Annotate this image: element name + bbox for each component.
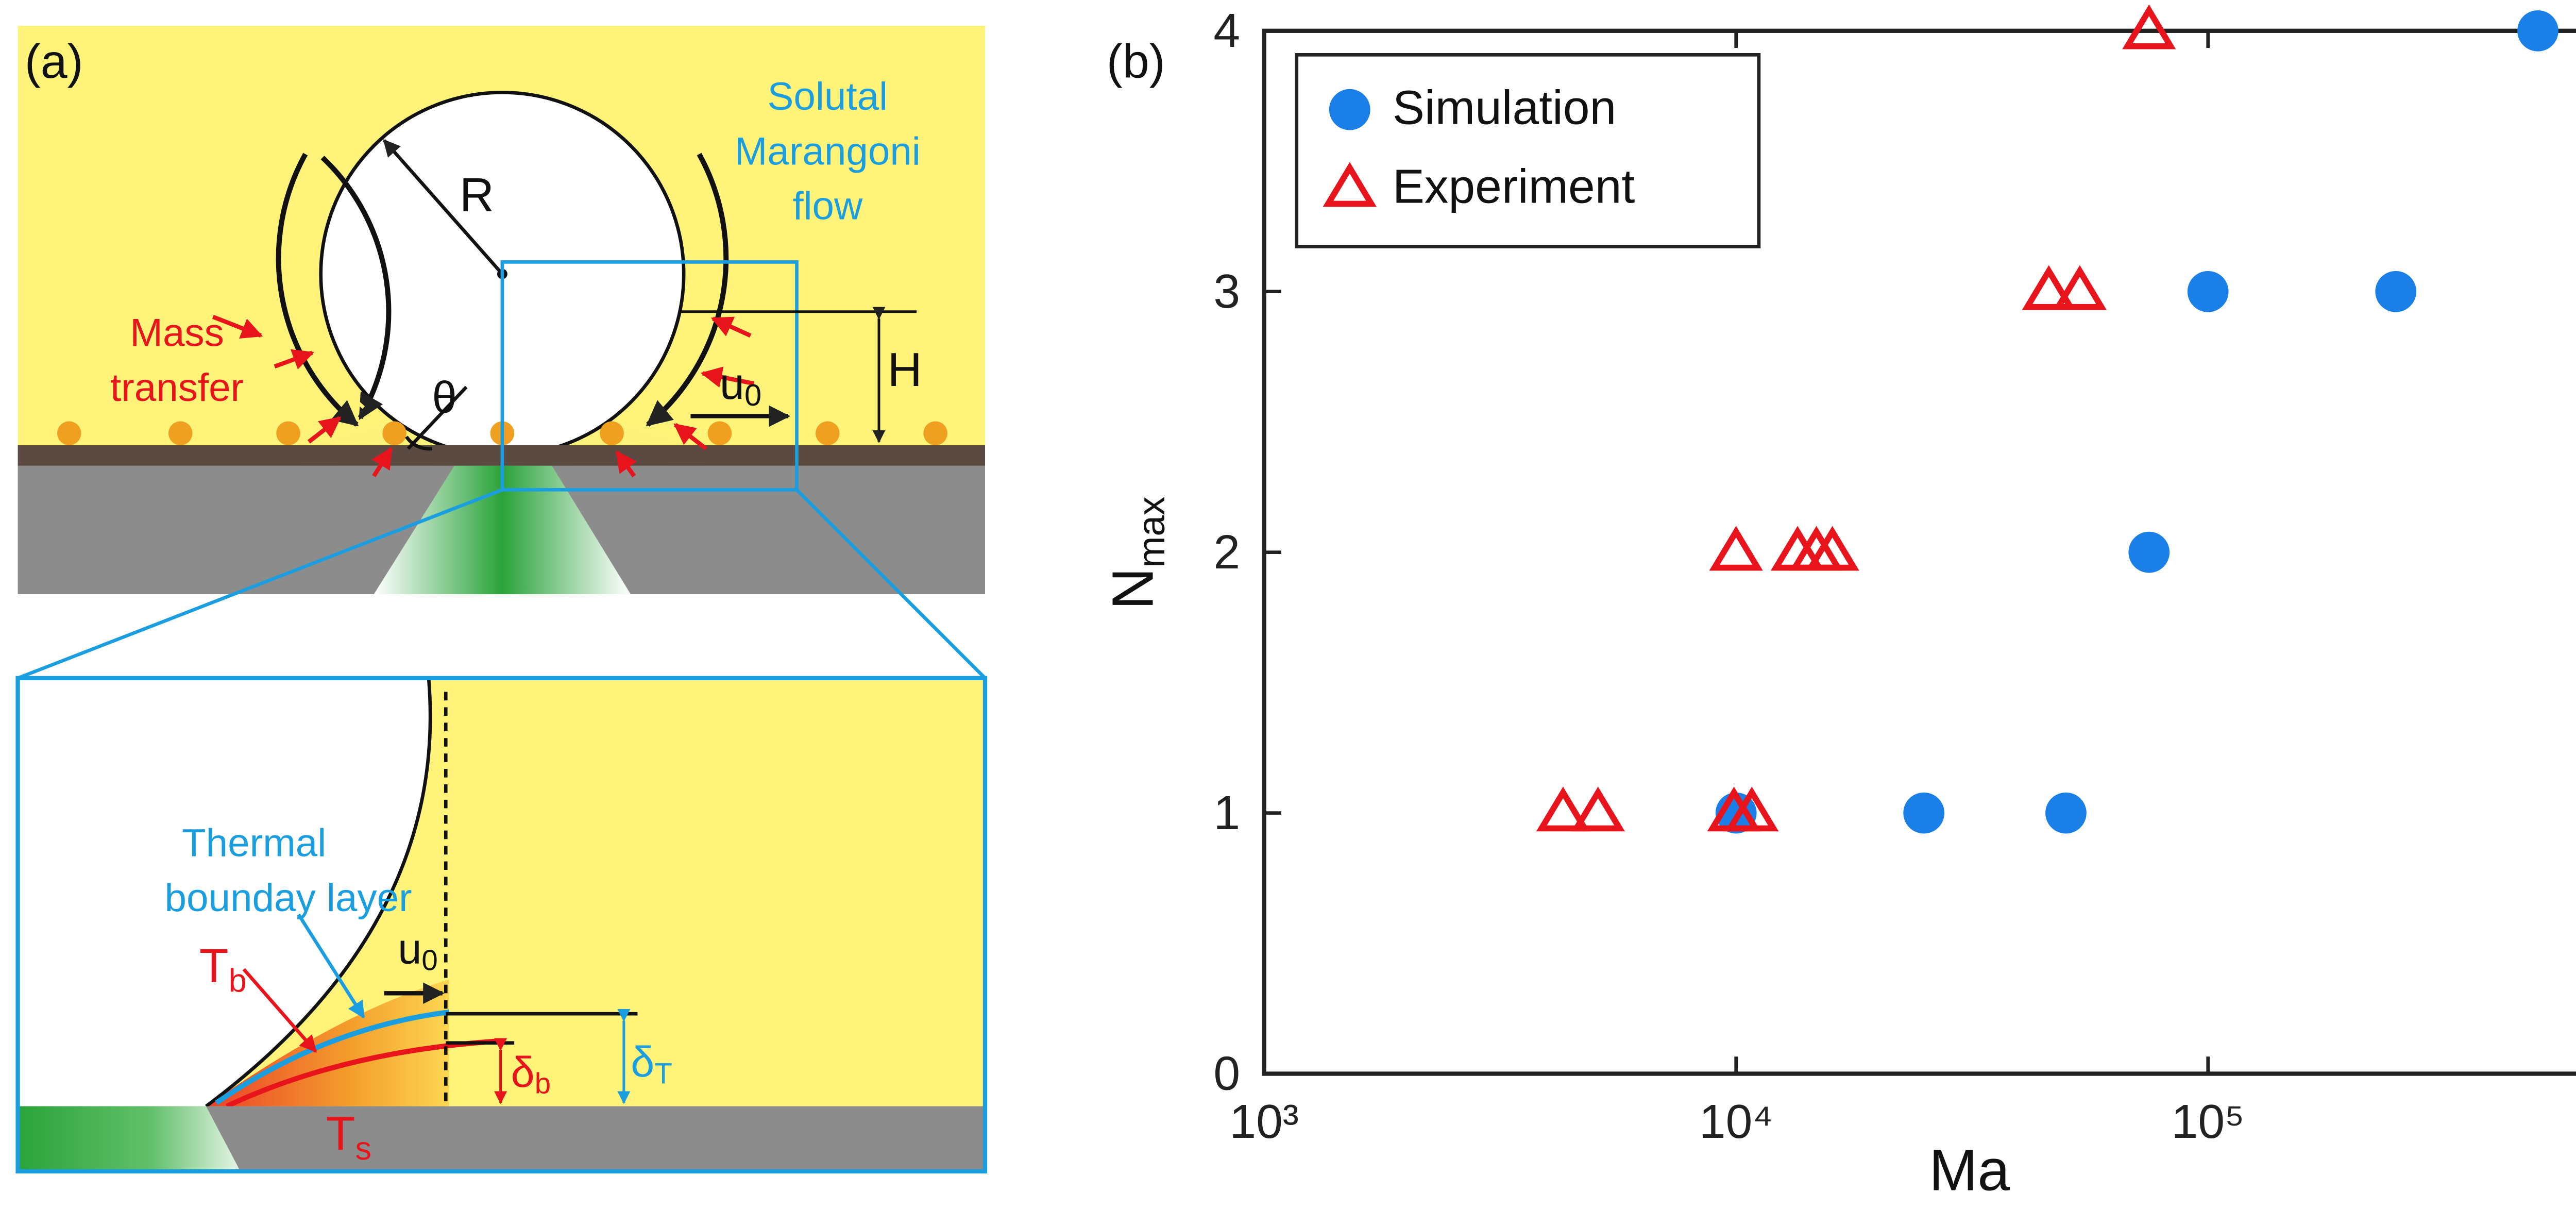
- legend-label: Simulation: [1393, 81, 1616, 135]
- legend-marker: [1329, 89, 1370, 130]
- radius-arrow: [383, 139, 504, 275]
- data-point: [2517, 10, 2558, 52]
- layer-pointer: [297, 913, 365, 1019]
- data-point: [2045, 792, 2087, 834]
- y-tick-label: 0: [1213, 1047, 1240, 1100]
- y-axis-label-sub: max: [1131, 496, 1173, 567]
- legend-label: Experiment: [1393, 159, 1635, 213]
- x-tick-label: 10⁵: [2172, 1095, 2245, 1148]
- y-tick-label: 4: [1213, 4, 1240, 57]
- flow-arc-left: [276, 153, 359, 427]
- inset-laser: [18, 1106, 241, 1171]
- layer-label: Thermal bounday layer: [165, 821, 412, 920]
- y-axis-label: Nmax: [1100, 496, 1173, 610]
- zoom-line: [795, 489, 987, 680]
- x-tick-label: 10³: [1229, 1095, 1298, 1148]
- panel-a: [18, 25, 986, 595]
- legend-marker: [1323, 162, 1377, 207]
- data-point: [2053, 265, 2107, 310]
- mass-arrows: [212, 314, 755, 478]
- data-point: [2022, 265, 2076, 310]
- data-point: [1903, 792, 1945, 834]
- panel-label: (b): [1107, 35, 1165, 88]
- y-tick-label: 3: [1213, 264, 1240, 318]
- inset-velocity-main: u: [398, 925, 421, 972]
- data-point: [1709, 526, 1763, 571]
- angle-arc: [405, 435, 433, 451]
- bubble-layer-line: [225, 1038, 498, 1109]
- inset-frame: [15, 676, 988, 1174]
- delta-t-sub: T: [654, 1057, 672, 1089]
- laser: [374, 465, 631, 595]
- x-tick-label: 10⁴: [1699, 1095, 1773, 1148]
- flow-arc-right: [646, 153, 729, 427]
- inset: [15, 676, 988, 1174]
- mass-label-line: transfer: [110, 366, 244, 410]
- mass-label: Mass transfer: [110, 311, 244, 409]
- velocity-label: u0: [720, 359, 761, 412]
- delta-b-label: δb: [511, 1048, 551, 1100]
- delta-t-label: δT: [631, 1038, 672, 1089]
- data-point: [1805, 526, 1859, 571]
- data-point: [2128, 531, 2170, 573]
- delta-b-main: δ: [511, 1048, 535, 1096]
- y-axis-label-main: N: [1100, 568, 1165, 610]
- tb-main: T: [199, 938, 229, 992]
- data-point: [2122, 4, 2176, 49]
- delta-b-sub: b: [535, 1067, 551, 1100]
- legend-box: [1295, 53, 1761, 248]
- ts-label: Ts: [326, 1106, 371, 1167]
- height-label: H: [888, 343, 922, 396]
- flow-label-line: Marangoni: [735, 129, 921, 173]
- inset-velocity-sub: 0: [421, 944, 437, 976]
- bubble-edge: [205, 678, 432, 1108]
- data-point: [1725, 786, 1779, 832]
- data-point: [2375, 271, 2417, 312]
- velocity-sub: 0: [744, 378, 761, 412]
- data-point: [2187, 271, 2229, 312]
- velocity-main: u: [720, 359, 744, 409]
- flow-label: Solutal Marangoni flow: [735, 75, 921, 228]
- data-point: [1536, 786, 1590, 832]
- zoom-line: [17, 488, 503, 680]
- x-axis-label: Ma: [1929, 1137, 2010, 1202]
- data-point: [1571, 786, 1625, 832]
- layer-label-line: bounday layer: [165, 876, 412, 920]
- panel-label: (a): [25, 35, 83, 88]
- zoom-box: [500, 260, 799, 492]
- ts-main: T: [326, 1106, 355, 1160]
- y-tick-label: 1: [1213, 786, 1240, 839]
- angle-line: [406, 385, 468, 450]
- tb-pointer: [242, 968, 317, 1053]
- plot-frame: [1262, 28, 2576, 1076]
- arc-highlight: [295, 163, 365, 409]
- thermal-layer-line: [215, 1009, 450, 1105]
- tb-sub: b: [229, 963, 247, 999]
- inset-velocity-label: u0: [398, 925, 438, 976]
- chart: 0123410³10⁴10⁵10⁶SimulationExperiment: [1213, 4, 2576, 1148]
- flow-label-line: Solutal: [767, 75, 888, 119]
- angle-label: θ: [432, 373, 457, 422]
- flow-arc-left: [320, 156, 392, 421]
- tb-label: Tb: [199, 938, 247, 999]
- ts-sub: s: [355, 1131, 371, 1167]
- delta-t-main: δ: [631, 1038, 654, 1086]
- y-tick-label: 2: [1213, 525, 1240, 579]
- inset-bubble: [18, 678, 431, 1106]
- mass-label-line: Mass: [130, 311, 224, 355]
- radius-label: R: [460, 168, 494, 222]
- layer-label-line: Thermal: [182, 821, 326, 865]
- flow-label-line: flow: [792, 184, 863, 228]
